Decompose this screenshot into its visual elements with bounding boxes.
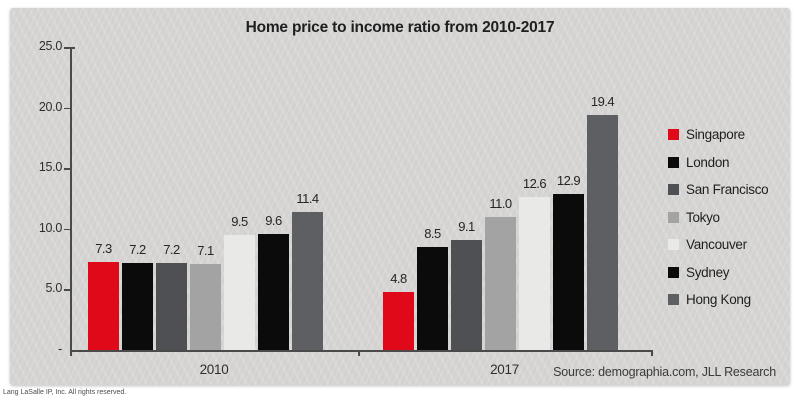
legend-label: San Francisco bbox=[686, 182, 769, 198]
bar-value-label: 7.3 bbox=[95, 241, 112, 256]
bar-singapore-2010 bbox=[88, 262, 119, 350]
bar-value-label: 7.2 bbox=[163, 242, 180, 257]
bar-san-francisco-2017 bbox=[451, 240, 482, 350]
y-tick-mark bbox=[64, 228, 70, 231]
plot-area: 25.0 20.0 15.0 10.0 5.0 - 7.3 7.2 7.2 7.1 9.5 9.6 1… bbox=[10, 8, 790, 385]
bar-value-label: 12.9 bbox=[556, 173, 581, 188]
legend-label: Tokyo bbox=[686, 209, 720, 225]
chart-title: Home price to income ratio from 2010-201… bbox=[245, 19, 555, 36]
bar-sydney-2010 bbox=[258, 234, 289, 350]
legend-swatch-icon bbox=[668, 239, 679, 251]
bar-value-label: 9.1 bbox=[458, 219, 475, 234]
bar-vancouver-2017 bbox=[519, 197, 550, 350]
bar-sydney-2017 bbox=[553, 194, 584, 350]
copyright-text: Lang LaSalle IP, Inc. All rights reserve… bbox=[3, 389, 127, 396]
y-tick-label: 5.0 bbox=[45, 281, 63, 296]
bar-singapore-2017 bbox=[383, 292, 414, 350]
legend-item-hong-kong: Hong Kong bbox=[668, 286, 768, 314]
y-axis-top-tick bbox=[70, 47, 75, 49]
y-tick-label: 25.0 bbox=[38, 39, 62, 53]
legend-item-san-francisco: San Francisco bbox=[668, 176, 769, 204]
source-text: Source: demographia.com, JLL Research bbox=[553, 365, 776, 379]
legend-label: Sydney bbox=[686, 264, 730, 280]
bar-vancouver-2010 bbox=[224, 235, 255, 350]
bar-value-label: 12.6 bbox=[522, 176, 547, 191]
legend-swatch-icon bbox=[668, 129, 679, 141]
bar-value-label: 11.4 bbox=[296, 191, 319, 206]
bar-value-label: 8.5 bbox=[424, 226, 441, 241]
legend-label: Singapore bbox=[686, 127, 745, 143]
legend-swatch-icon bbox=[668, 211, 679, 223]
bar-value-label: 9.5 bbox=[231, 214, 248, 229]
legend-swatch-icon bbox=[668, 266, 679, 278]
legend-item-london: London bbox=[668, 149, 768, 177]
bar-tokyo-2010 bbox=[190, 264, 221, 350]
y-tick-mark bbox=[64, 107, 70, 110]
bar-value-label: 4.8 bbox=[390, 271, 407, 286]
y-tick-label: 20.0 bbox=[38, 99, 62, 114]
legend-label: London bbox=[686, 154, 730, 170]
legend-swatch-icon bbox=[668, 184, 679, 196]
bar-london-2010 bbox=[122, 263, 153, 350]
legend-item-singapore: Singapore bbox=[668, 121, 768, 149]
x-axis-line bbox=[70, 350, 651, 352]
bar-value-label: 7.2 bbox=[129, 242, 146, 257]
bar-value-label: 7.1 bbox=[197, 243, 214, 258]
legend-item-tokyo: Tokyo bbox=[668, 204, 768, 232]
legend-label: Vancouver bbox=[686, 237, 747, 253]
legend-label: Hong Kong bbox=[686, 292, 751, 308]
category-label-2017: 2017 bbox=[490, 362, 519, 377]
legend: Singapore London San Francisco Tokyo Vancouv… bbox=[668, 121, 769, 314]
category-label-2010: 2010 bbox=[199, 362, 229, 377]
legend-swatch-icon bbox=[668, 156, 679, 168]
bar-value-label: 9.6 bbox=[265, 213, 282, 228]
chart-canvas: Home price to income ratio from 2010-201… bbox=[10, 8, 790, 385]
x-tick-mark bbox=[358, 350, 360, 356]
legend-item-vancouver: Vancouver bbox=[668, 231, 768, 259]
x-tick-mark bbox=[651, 350, 653, 356]
y-tick-mark bbox=[64, 289, 70, 291]
legend-swatch-icon bbox=[668, 294, 679, 306]
y-tick-mark bbox=[64, 168, 70, 170]
bar-hong-kong-2017 bbox=[587, 115, 618, 350]
y-tick-label: - bbox=[58, 342, 62, 356]
legend-item-sydney: Sydney bbox=[668, 259, 768, 287]
bar-hong-kong-2010 bbox=[292, 212, 323, 350]
y-tick-label: 10.0 bbox=[38, 220, 62, 235]
bar-tokyo-2017 bbox=[485, 217, 516, 350]
y-tick-mark bbox=[64, 47, 70, 49]
bar-value-label: 19.4 bbox=[590, 94, 615, 109]
bar-value-label: 11.0 bbox=[489, 196, 512, 211]
x-tick-mark bbox=[70, 350, 72, 356]
y-tick-label: 15.0 bbox=[38, 160, 62, 175]
y-axis-line bbox=[70, 47, 72, 350]
bar-london-2017 bbox=[417, 247, 448, 350]
bar-san-francisco-2010 bbox=[156, 263, 187, 350]
